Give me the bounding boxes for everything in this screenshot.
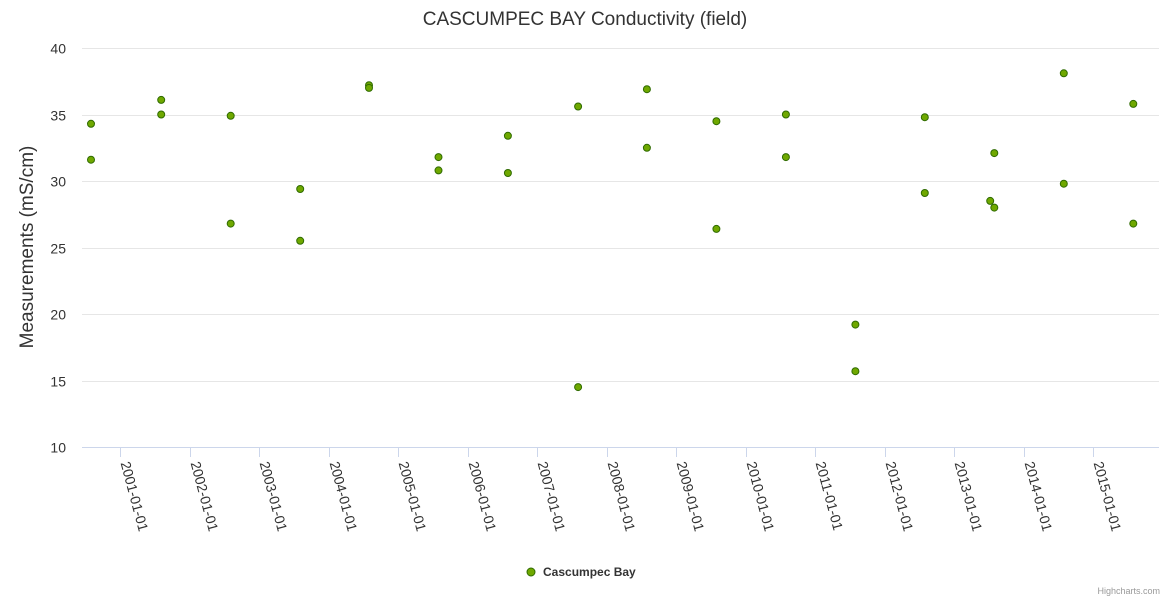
data-point[interactable] (781, 110, 790, 119)
data-point[interactable] (1129, 219, 1138, 228)
data-point[interactable] (157, 95, 166, 104)
data-point[interactable] (365, 83, 373, 92)
data-point[interactable] (503, 131, 512, 140)
x-tick-label: 2004-01-01 (327, 460, 361, 534)
x-tick-label: 2009-01-01 (674, 460, 708, 534)
x-tick-label: 2010-01-01 (744, 460, 778, 534)
data-point[interactable] (226, 219, 235, 228)
x-tick-label: 2003-01-01 (257, 460, 291, 534)
x-tick-label: 2012-01-01 (883, 460, 917, 534)
x-axis-tick-labels: 2001-01-01 2002-01-01 2003-01-01 2004-01-01… (118, 460, 1125, 534)
data-point[interactable] (1059, 69, 1068, 78)
x-tick-label: 2015-01-01 (1091, 460, 1125, 534)
legend-marker[interactable] (526, 567, 536, 577)
grid-lines (82, 48, 1159, 382)
y-axis-title: Measurements (mS/cm) (17, 146, 38, 349)
y-tick-label: 30 (50, 174, 66, 190)
data-point[interactable] (920, 113, 929, 122)
legend[interactable]: Cascumpec Bay (526, 565, 636, 579)
y-tick-label: 25 (50, 241, 66, 257)
x-tick-label: 2013-01-01 (952, 460, 986, 534)
data-point[interactable] (781, 153, 790, 162)
data-point[interactable] (642, 85, 651, 94)
y-tick-label: 15 (50, 374, 66, 390)
y-tick-label: 10 (50, 440, 66, 456)
y-axis-tick-labels: 10 15 20 25 30 35 40 (50, 41, 66, 456)
data-point[interactable] (434, 153, 443, 162)
y-tick-label: 40 (50, 41, 66, 57)
x-tick-label: 2007-01-01 (535, 460, 569, 534)
data-point[interactable] (226, 111, 235, 120)
data-point[interactable] (1129, 99, 1138, 108)
legend-item-cascumpec-bay[interactable]: Cascumpec Bay (543, 565, 636, 579)
x-axis (82, 447, 1159, 457)
data-point[interactable] (1059, 179, 1068, 188)
credits-link[interactable]: Highcharts.com (1097, 586, 1160, 596)
y-tick-label: 20 (50, 307, 66, 323)
data-point[interactable] (990, 203, 999, 212)
data-point[interactable] (296, 236, 305, 245)
y-tick-label: 35 (50, 108, 66, 124)
data-point[interactable] (920, 189, 929, 197)
data-point[interactable] (574, 383, 583, 392)
data-point[interactable] (712, 117, 721, 126)
x-tick-label: 2011-01-01 (813, 460, 847, 533)
chart-title: CASCUMPEC BAY Conductivity (field) (423, 9, 748, 30)
x-tick-label: 2014-01-01 (1022, 460, 1056, 534)
data-point[interactable] (87, 155, 95, 164)
data-point[interactable] (851, 320, 860, 329)
data-point[interactable] (434, 166, 443, 175)
series-cascumpec-bay (87, 69, 1138, 392)
data-point[interactable] (642, 143, 651, 152)
x-tick-label: 2006-01-01 (466, 460, 500, 534)
data-point[interactable] (503, 169, 512, 177)
data-point[interactable] (296, 185, 305, 193)
data-point[interactable] (712, 224, 721, 233)
data-point[interactable] (986, 196, 995, 205)
data-point[interactable] (851, 367, 860, 376)
x-tick-label: 2008-01-01 (605, 460, 639, 534)
data-point[interactable] (87, 119, 95, 128)
data-point[interactable] (574, 102, 583, 111)
x-tick-label: 2002-01-01 (188, 460, 222, 534)
data-point[interactable] (990, 149, 999, 158)
x-tick-label: 2005-01-01 (396, 460, 430, 534)
x-tick-label: 2001-01-01 (118, 460, 152, 534)
data-point[interactable] (157, 110, 166, 119)
